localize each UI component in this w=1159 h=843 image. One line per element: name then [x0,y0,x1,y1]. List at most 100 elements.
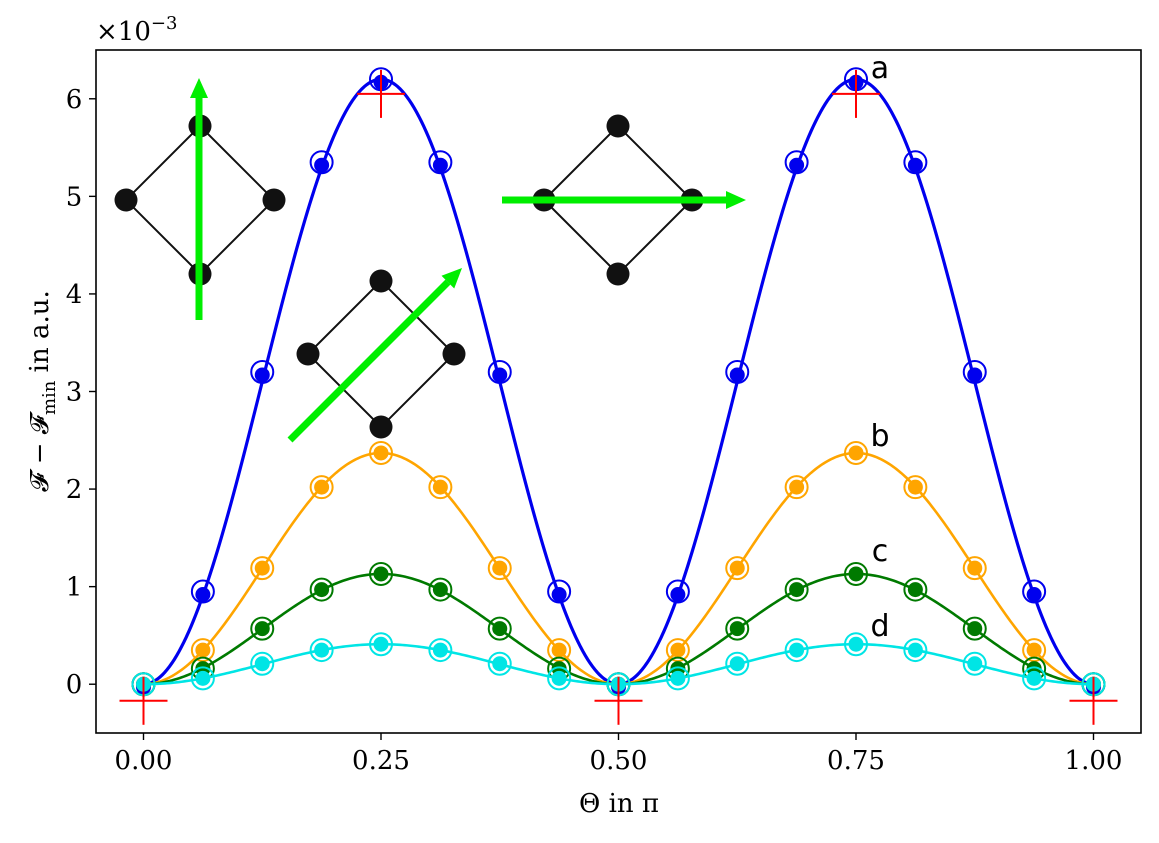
data-point-ring [844,440,868,465]
inset-atom [114,188,138,212]
data-point-ring [309,577,334,602]
y-tick-label: 6 [66,85,83,115]
data-point [432,582,448,598]
data-point-ring [309,150,334,175]
data-point-ring [784,638,809,663]
data-point-ring [250,359,275,384]
data-point-ring [428,638,453,663]
data-point-ring [250,616,275,641]
inset-atom [369,415,393,439]
data-point [967,560,983,576]
data-point-ring [903,150,928,175]
data-point [254,560,270,576]
data-point [848,636,864,652]
data-point-ring [487,616,512,641]
data-point [492,560,508,576]
data-point [432,642,448,658]
data-point-ring [547,666,572,691]
data-point [195,642,211,658]
data-point-ring [428,150,453,175]
data-point-ring [369,561,393,586]
data-point [670,670,686,686]
data-point [729,621,745,637]
data-point [254,621,270,637]
y-tick-label: 5 [66,182,83,212]
inset-diagram-90deg [114,78,286,320]
field-arrow-head [441,268,462,289]
data-point [670,587,686,603]
data-point-ring [962,651,987,676]
data-point-ring [547,579,572,604]
data-point-ring [547,638,572,663]
data-point [789,642,805,658]
data-point-ring [428,577,453,602]
data-point-ring [1022,638,1047,663]
data-point [314,582,330,598]
data-point [492,367,508,383]
data-point [195,670,211,686]
data-point-ring [784,150,809,175]
y-tick-label: 3 [66,378,83,408]
y-multiplier: ×10−3 [96,13,177,47]
series-d [131,632,1106,697]
data-point [254,367,270,383]
data-point [314,479,330,495]
y-tick-label: 0 [66,670,83,700]
data-point-ring [962,616,987,641]
inset-atom [369,269,393,293]
data-point [729,367,745,383]
data-point [789,157,805,173]
plot-frame [95,49,1142,734]
data-point [195,587,211,603]
inset-diagram-0deg [502,114,746,286]
field-arrow-head [190,78,208,98]
data-point-ring [190,579,215,604]
data-point-ring [844,632,868,657]
data-point [551,587,567,603]
y-multiplier-exponent: −3 [151,13,178,34]
data-point [789,582,805,598]
plot-area: 0.00 0.25 0.50 0.75 1.00 0 1 2 3 4 5 6 a b c d [66,49,1142,776]
data-point [848,566,864,582]
series-a [131,67,1106,697]
data-point-ring [725,556,750,581]
data-point-ring [190,666,215,691]
data-point-ring [784,475,809,500]
x-axis-title: Θ in π [579,789,659,819]
data-point-ring [1022,579,1047,604]
data-point-ring [784,577,809,602]
data-point [789,479,805,495]
data-point-ring [487,651,512,676]
data-point [492,621,508,637]
data-point [551,642,567,658]
data-point-ring [725,359,750,384]
series-c [131,561,1106,697]
inset-atom [442,342,466,366]
data-point [907,582,923,598]
data-point [432,157,448,173]
data-point-ring [369,632,393,657]
inset-atom [296,342,320,366]
data-point-ring [309,638,334,663]
data-point [373,445,389,461]
data-point-ring [903,577,928,602]
data-point [729,560,745,576]
x-tick-label: 0.00 [115,746,173,776]
data-point-ring [309,475,334,500]
data-point-ring [428,475,453,500]
inset-atom [262,188,286,212]
data-point-ring [487,556,512,581]
data-point [492,656,508,672]
series-line-c [143,572,1094,686]
data-point [373,566,389,582]
data-point-ring [665,638,690,663]
y-tick-label: 4 [66,280,83,310]
data-point [967,367,983,383]
data-point-ring [1022,666,1047,691]
series-line-b [143,451,1094,686]
data-point-ring [725,616,750,641]
data-point-ring [665,666,690,691]
data-point [551,670,567,686]
data-point [314,157,330,173]
